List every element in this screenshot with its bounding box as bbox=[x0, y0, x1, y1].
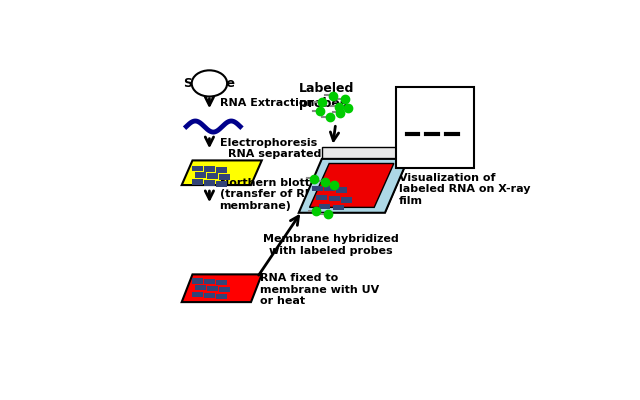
Polygon shape bbox=[299, 159, 408, 213]
FancyBboxPatch shape bbox=[204, 293, 215, 298]
FancyBboxPatch shape bbox=[204, 180, 215, 186]
FancyBboxPatch shape bbox=[316, 195, 328, 200]
Polygon shape bbox=[385, 146, 408, 213]
Text: RNA separated by size: RNA separated by size bbox=[228, 149, 369, 159]
FancyBboxPatch shape bbox=[207, 173, 218, 179]
Ellipse shape bbox=[192, 70, 227, 96]
FancyBboxPatch shape bbox=[195, 285, 205, 290]
Text: Membrane hybridized
with labeled probes: Membrane hybridized with labeled probes bbox=[263, 234, 399, 256]
FancyBboxPatch shape bbox=[341, 197, 352, 203]
FancyBboxPatch shape bbox=[216, 280, 227, 285]
FancyBboxPatch shape bbox=[204, 166, 215, 172]
FancyBboxPatch shape bbox=[191, 166, 203, 171]
FancyBboxPatch shape bbox=[191, 179, 203, 185]
Text: Electrophoresis: Electrophoresis bbox=[220, 138, 317, 148]
FancyBboxPatch shape bbox=[220, 174, 230, 180]
FancyBboxPatch shape bbox=[191, 278, 203, 284]
Text: Sample: Sample bbox=[184, 77, 236, 90]
Polygon shape bbox=[310, 164, 394, 207]
FancyBboxPatch shape bbox=[324, 186, 335, 191]
Text: Visualization of
labeled RNA on X-ray
film: Visualization of labeled RNA on X-ray fi… bbox=[399, 173, 531, 206]
FancyBboxPatch shape bbox=[220, 287, 230, 292]
Text: RNA fixed to
membrane with UV
or heat: RNA fixed to membrane with UV or heat bbox=[260, 273, 380, 306]
Text: RNA Extraction: RNA Extraction bbox=[220, 98, 314, 108]
Bar bbox=[396, 86, 474, 168]
FancyBboxPatch shape bbox=[312, 186, 323, 191]
FancyBboxPatch shape bbox=[191, 292, 203, 298]
Polygon shape bbox=[182, 160, 262, 185]
FancyBboxPatch shape bbox=[216, 167, 227, 173]
FancyBboxPatch shape bbox=[319, 204, 330, 209]
FancyBboxPatch shape bbox=[336, 187, 348, 193]
Text: Labeled
probes: Labeled probes bbox=[299, 82, 354, 110]
Text: Northern blotting
(transfer of RNA to
membrane): Northern blotting (transfer of RNA to me… bbox=[220, 178, 339, 211]
FancyBboxPatch shape bbox=[195, 172, 205, 178]
FancyBboxPatch shape bbox=[216, 181, 227, 186]
FancyBboxPatch shape bbox=[204, 279, 215, 284]
FancyBboxPatch shape bbox=[333, 205, 344, 210]
Polygon shape bbox=[322, 146, 408, 159]
FancyBboxPatch shape bbox=[328, 196, 340, 201]
Polygon shape bbox=[182, 274, 262, 302]
FancyBboxPatch shape bbox=[216, 294, 227, 299]
FancyBboxPatch shape bbox=[207, 286, 218, 291]
